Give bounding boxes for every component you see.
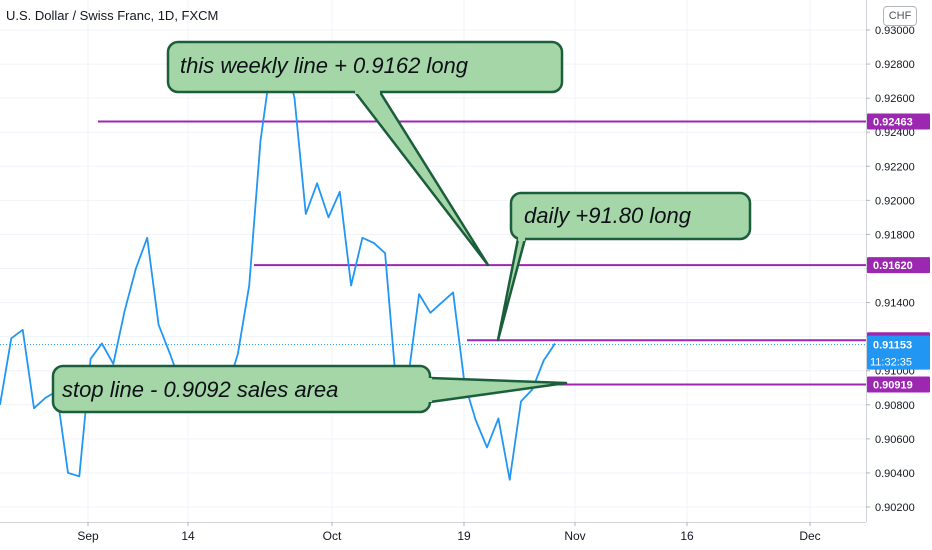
y-tick-label: 0.92400	[875, 127, 915, 139]
x-tick-label: 16	[680, 529, 694, 543]
chart-title: U.S. Dollar / Swiss Franc, 1D, FXCM	[6, 8, 219, 23]
level-price-label: 0.91620	[873, 260, 913, 272]
x-tick-label: Sep	[77, 529, 99, 543]
y-tick-label: 0.90200	[875, 502, 915, 514]
last-price-label-bg	[867, 335, 930, 370]
y-tick-label: 0.91400	[875, 298, 915, 310]
callout-pointer	[353, 90, 490, 267]
callout-pointer	[496, 237, 527, 342]
y-tick-label: 0.90600	[875, 434, 915, 446]
last-price-label: 0.91153	[873, 340, 912, 352]
x-tick-label: 14	[181, 529, 195, 543]
level-price-label-bg	[867, 257, 930, 274]
callout-pointer	[428, 376, 568, 404]
currency-button[interactable]: CHF	[883, 6, 917, 26]
y-tick-label: 0.90400	[875, 468, 915, 480]
y-tick-label: 0.90800	[875, 400, 915, 412]
x-tick-label: Nov	[564, 529, 585, 543]
callout-box[interactable]	[509, 191, 752, 241]
callout-text: this weekly line + 0.9162 long	[180, 53, 469, 78]
y-tick-label: 0.93000	[875, 25, 915, 37]
countdown-label: 11:32:35	[870, 357, 912, 369]
x-tick-label: Oct	[323, 529, 342, 543]
y-tick-label: 0.92800	[875, 59, 915, 71]
level-price-label-bg	[867, 376, 930, 393]
y-tick-label: 0.92600	[875, 93, 915, 105]
level-price-label-bg	[867, 113, 930, 130]
y-tick-label: 0.92000	[875, 195, 915, 207]
callout-text: daily +91.80 long	[524, 203, 692, 228]
y-tick-label: 0.91800	[875, 229, 915, 241]
level-price-label: 0.90919	[873, 380, 913, 392]
x-tick-label: Dec	[799, 529, 820, 543]
x-tick-label: 19	[457, 529, 471, 543]
callout-text: stop line - 0.9092 sales area	[62, 377, 338, 402]
y-tick-label: 0.92200	[875, 161, 915, 173]
level-price-label: 0.92463	[873, 116, 913, 128]
